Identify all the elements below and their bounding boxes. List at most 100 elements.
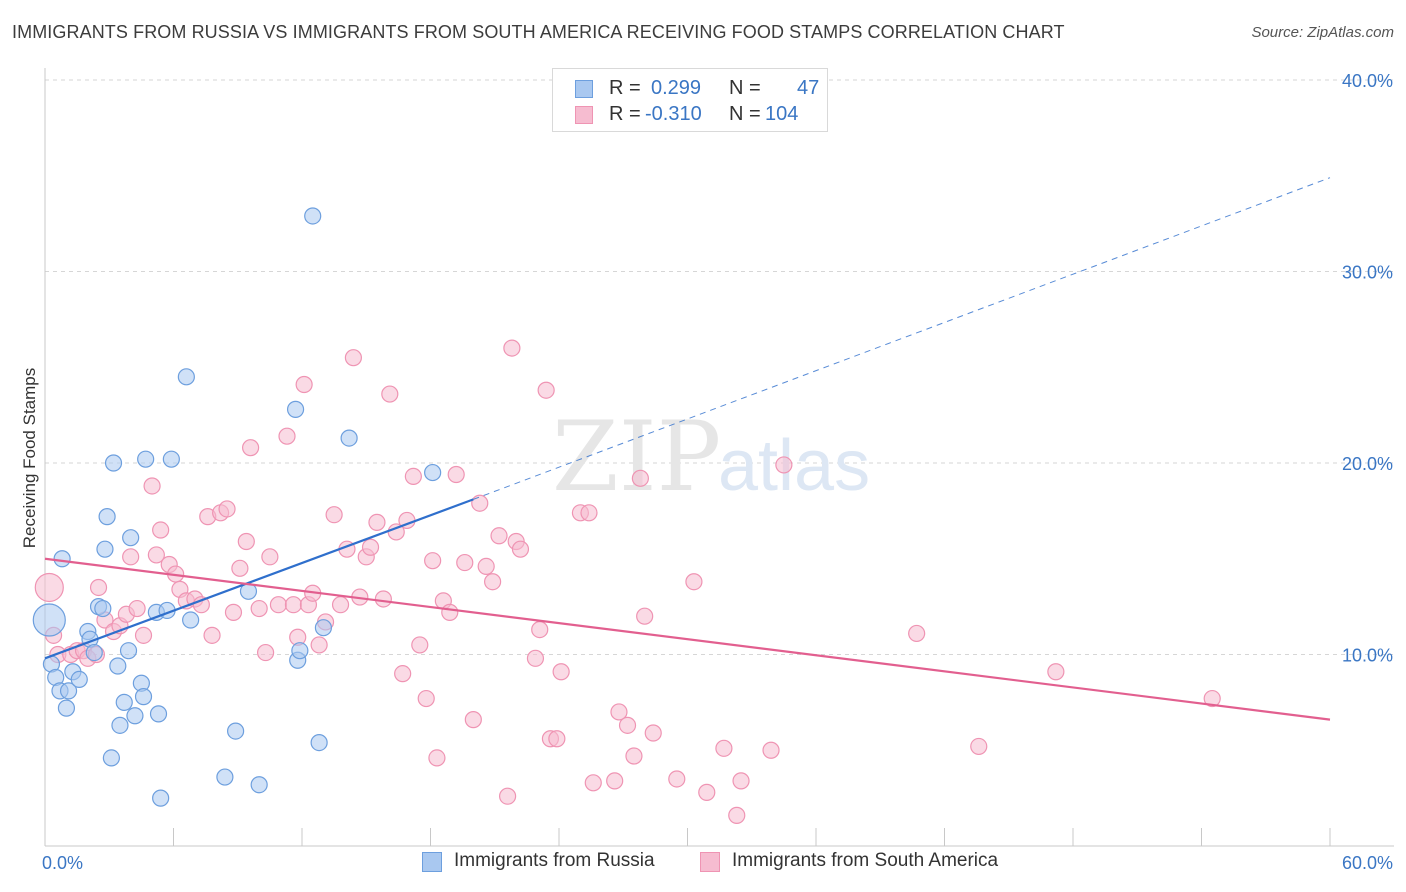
south-america-point bbox=[147, 546, 165, 564]
south-america-trend-line bbox=[44, 557, 1331, 721]
south-america-point bbox=[441, 603, 459, 621]
r-label: R = bbox=[609, 77, 641, 99]
russia-point bbox=[94, 599, 112, 618]
y-tick-label: 40.0% bbox=[1342, 71, 1393, 91]
south-america-point bbox=[152, 521, 170, 539]
russia-point bbox=[216, 768, 234, 786]
south-america-point bbox=[269, 596, 288, 614]
russia-point bbox=[53, 550, 71, 568]
south-america-point bbox=[411, 636, 429, 654]
south-america-point bbox=[134, 626, 153, 644]
south-america-point bbox=[477, 557, 495, 576]
south-america-point bbox=[499, 787, 517, 805]
russia-point bbox=[119, 642, 138, 660]
n-label: N = bbox=[729, 77, 761, 99]
south-america-point bbox=[685, 573, 703, 591]
south-america-point bbox=[531, 621, 549, 639]
russia-swatch bbox=[575, 80, 593, 98]
south-america-point bbox=[618, 716, 637, 734]
south-america-point bbox=[484, 573, 502, 591]
south-america-point bbox=[456, 553, 474, 572]
south-america-point bbox=[511, 540, 530, 558]
south-america-point bbox=[775, 456, 793, 474]
data-points bbox=[32, 207, 1221, 824]
south-america-point bbox=[424, 552, 442, 570]
russia-point bbox=[304, 207, 322, 225]
south-america-point bbox=[374, 590, 392, 608]
russia-point bbox=[177, 368, 195, 386]
south-america-point bbox=[580, 504, 598, 522]
russia-point bbox=[57, 699, 76, 717]
russia-point bbox=[310, 733, 328, 752]
russia-point bbox=[115, 693, 133, 711]
y-tick-label: 30.0% bbox=[1342, 263, 1393, 283]
south-america-point bbox=[417, 689, 435, 708]
south-america-point bbox=[284, 596, 303, 614]
south-america-point bbox=[143, 477, 161, 495]
south-america-point bbox=[325, 506, 343, 524]
russia-point bbox=[182, 611, 200, 629]
russia-point bbox=[98, 508, 116, 526]
russia-point bbox=[137, 450, 155, 468]
south-america-point bbox=[503, 339, 521, 357]
south-america-point bbox=[404, 467, 422, 486]
n-label: N = bbox=[729, 103, 761, 125]
south-america-point bbox=[762, 741, 780, 759]
russia-point bbox=[286, 400, 305, 418]
south-america-point bbox=[344, 349, 362, 367]
south-america-point bbox=[610, 703, 628, 721]
south-america-point bbox=[1047, 663, 1065, 681]
r-value-russia: 0.299 bbox=[651, 77, 702, 99]
south-america-point bbox=[122, 548, 140, 566]
south-america-point bbox=[256, 643, 275, 662]
watermark-atlas: atlas bbox=[718, 426, 870, 506]
axis-labels: 10.0% 20.0% 30.0% 40.0% 0.0% 60.0% Receiving F… bbox=[20, 71, 1393, 873]
south-america-point bbox=[464, 711, 482, 729]
russia-legend-swatch bbox=[422, 852, 442, 872]
south-america-point bbox=[471, 494, 489, 512]
chart-title: IMMIGRANTS FROM RUSSIA VS IMMIGRANTS FRO… bbox=[12, 22, 1065, 42]
south-america-point bbox=[381, 385, 399, 403]
south-america-point bbox=[447, 465, 465, 484]
russia-point bbox=[122, 529, 140, 547]
russia-point bbox=[59, 682, 78, 700]
n-value-south-america: 104 bbox=[765, 103, 799, 125]
russia-point bbox=[126, 707, 144, 725]
watermark-zip: ZIP bbox=[552, 401, 721, 513]
south-america-point bbox=[218, 500, 236, 518]
south-america-point bbox=[526, 649, 545, 667]
r-value-south-america: -0.310 bbox=[645, 103, 702, 125]
trend-lines bbox=[44, 177, 1331, 721]
south-america-point bbox=[537, 381, 555, 399]
russia-legend-label: Immigrants from Russia bbox=[454, 850, 655, 871]
russia-point bbox=[162, 450, 180, 468]
russia-point bbox=[102, 749, 120, 767]
south-america-point bbox=[552, 663, 570, 681]
russia-trend-line bbox=[44, 498, 474, 660]
south-america-point bbox=[970, 737, 988, 756]
russia-point bbox=[340, 429, 358, 447]
south-america-point bbox=[394, 665, 412, 683]
south-america-point bbox=[278, 427, 296, 445]
russia-point bbox=[111, 716, 129, 734]
south-america-point bbox=[261, 548, 279, 566]
russia-point bbox=[104, 454, 123, 472]
russia-point bbox=[250, 776, 268, 794]
south-america-point bbox=[203, 626, 221, 644]
south-america-point bbox=[625, 747, 643, 765]
south-america-point bbox=[606, 772, 624, 790]
south-america-point bbox=[89, 578, 108, 597]
south-america-point bbox=[368, 513, 386, 531]
south-america-point bbox=[250, 599, 268, 618]
south-america-point bbox=[732, 772, 750, 790]
south-america-point bbox=[224, 603, 243, 621]
south-america-point bbox=[295, 375, 313, 394]
south-america-point bbox=[1203, 689, 1221, 708]
south-america-swatch bbox=[575, 106, 593, 124]
russia-trend-extension bbox=[473, 177, 1331, 500]
russia-point bbox=[152, 789, 170, 807]
south-america-point bbox=[698, 783, 716, 801]
south-america-point bbox=[231, 559, 249, 577]
south-america-point bbox=[128, 599, 146, 618]
